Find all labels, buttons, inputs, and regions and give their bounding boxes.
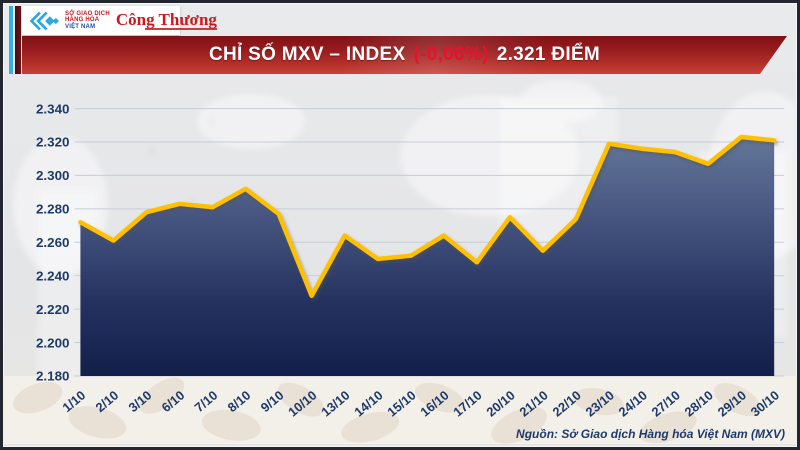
y-tick-label: 2.200	[36, 335, 70, 350]
x-tick-label: 22/10	[549, 388, 583, 420]
mxv-org-line3: VIỆT NAM	[65, 23, 96, 30]
y-tick-label: 2.340	[36, 101, 70, 116]
x-tick-label: 24/10	[616, 388, 650, 420]
source-note: Nguồn: Sở Giao dịch Hàng hóa Việt Nam (M…	[516, 427, 785, 441]
x-tick-label: 1/10	[59, 388, 88, 415]
y-tick-label: 2.320	[36, 135, 70, 150]
x-tick-label: 28/10	[682, 388, 716, 420]
x-tick-label: 21/10	[516, 388, 550, 420]
x-tick-label: 17/10	[450, 388, 484, 420]
x-tick-label: 3/10	[126, 388, 155, 415]
y-tick-label: 2.280	[36, 202, 70, 217]
mxv-org-line2: HÀNG HÓA	[65, 17, 100, 24]
banner-title-text: CHỈ SỐ MXV – INDEX	[208, 44, 406, 65]
mxv-logo-text: SỞ GIAO DỊCH HÀNG HÓA VIỆT NAM	[65, 11, 110, 31]
x-tick-label: 27/10	[649, 388, 683, 420]
mxv-org-line1: SỞ GIAO DỊCH	[65, 10, 110, 17]
x-tick-label: 2/10	[92, 388, 121, 415]
y-tick-label: 2.260	[36, 235, 70, 250]
title-banner: CHỈ SỐ MXV – INDEX (-0,06%) 2.321 ĐIỂM	[22, 36, 787, 74]
mxv-logo-icon	[29, 11, 60, 30]
y-tick-label: 2.300	[36, 168, 70, 183]
congthuong-wordmark: Công Thương	[115, 9, 217, 29]
x-tick-label: 29/10	[715, 388, 749, 420]
congthuong-tagline-bar	[144, 27, 217, 30]
y-tick-label: 2.180	[36, 369, 70, 384]
x-tick-label: 9/10	[258, 388, 287, 415]
x-tick-label: 16/10	[417, 388, 451, 420]
congthuong-logo: Công Thương	[114, 9, 217, 30]
y-tick-label: 2.240	[36, 268, 70, 283]
x-tick-label: 30/10	[748, 388, 782, 420]
banner-index-value: 2.321 ĐIỂM	[496, 44, 601, 65]
x-tick-label: 8/10	[225, 388, 254, 415]
x-tick-label: 6/10	[159, 388, 188, 415]
x-tick-label: 10/10	[285, 388, 319, 420]
index-line	[78, 134, 777, 298]
x-tick-label: 13/10	[318, 388, 352, 420]
left-accent-stripe-maroon	[15, 6, 21, 74]
x-tick-label: 7/10	[192, 388, 221, 415]
x-tick-label: 14/10	[351, 388, 385, 420]
banner-change-percent: (-0,06%)	[413, 44, 489, 65]
x-tick-label: 20/10	[483, 388, 517, 420]
area-fill	[80, 136, 775, 376]
left-accent-stripe-cyan	[9, 6, 13, 74]
x-tick-label: 15/10	[384, 388, 418, 420]
x-tick-label: 23/10	[583, 388, 617, 420]
y-tick-label: 2.220	[36, 302, 70, 317]
header-logo-box: SỞ GIAO DỊCH HÀNG HÓA VIỆT NAM Công Thươ…	[22, 6, 217, 35]
